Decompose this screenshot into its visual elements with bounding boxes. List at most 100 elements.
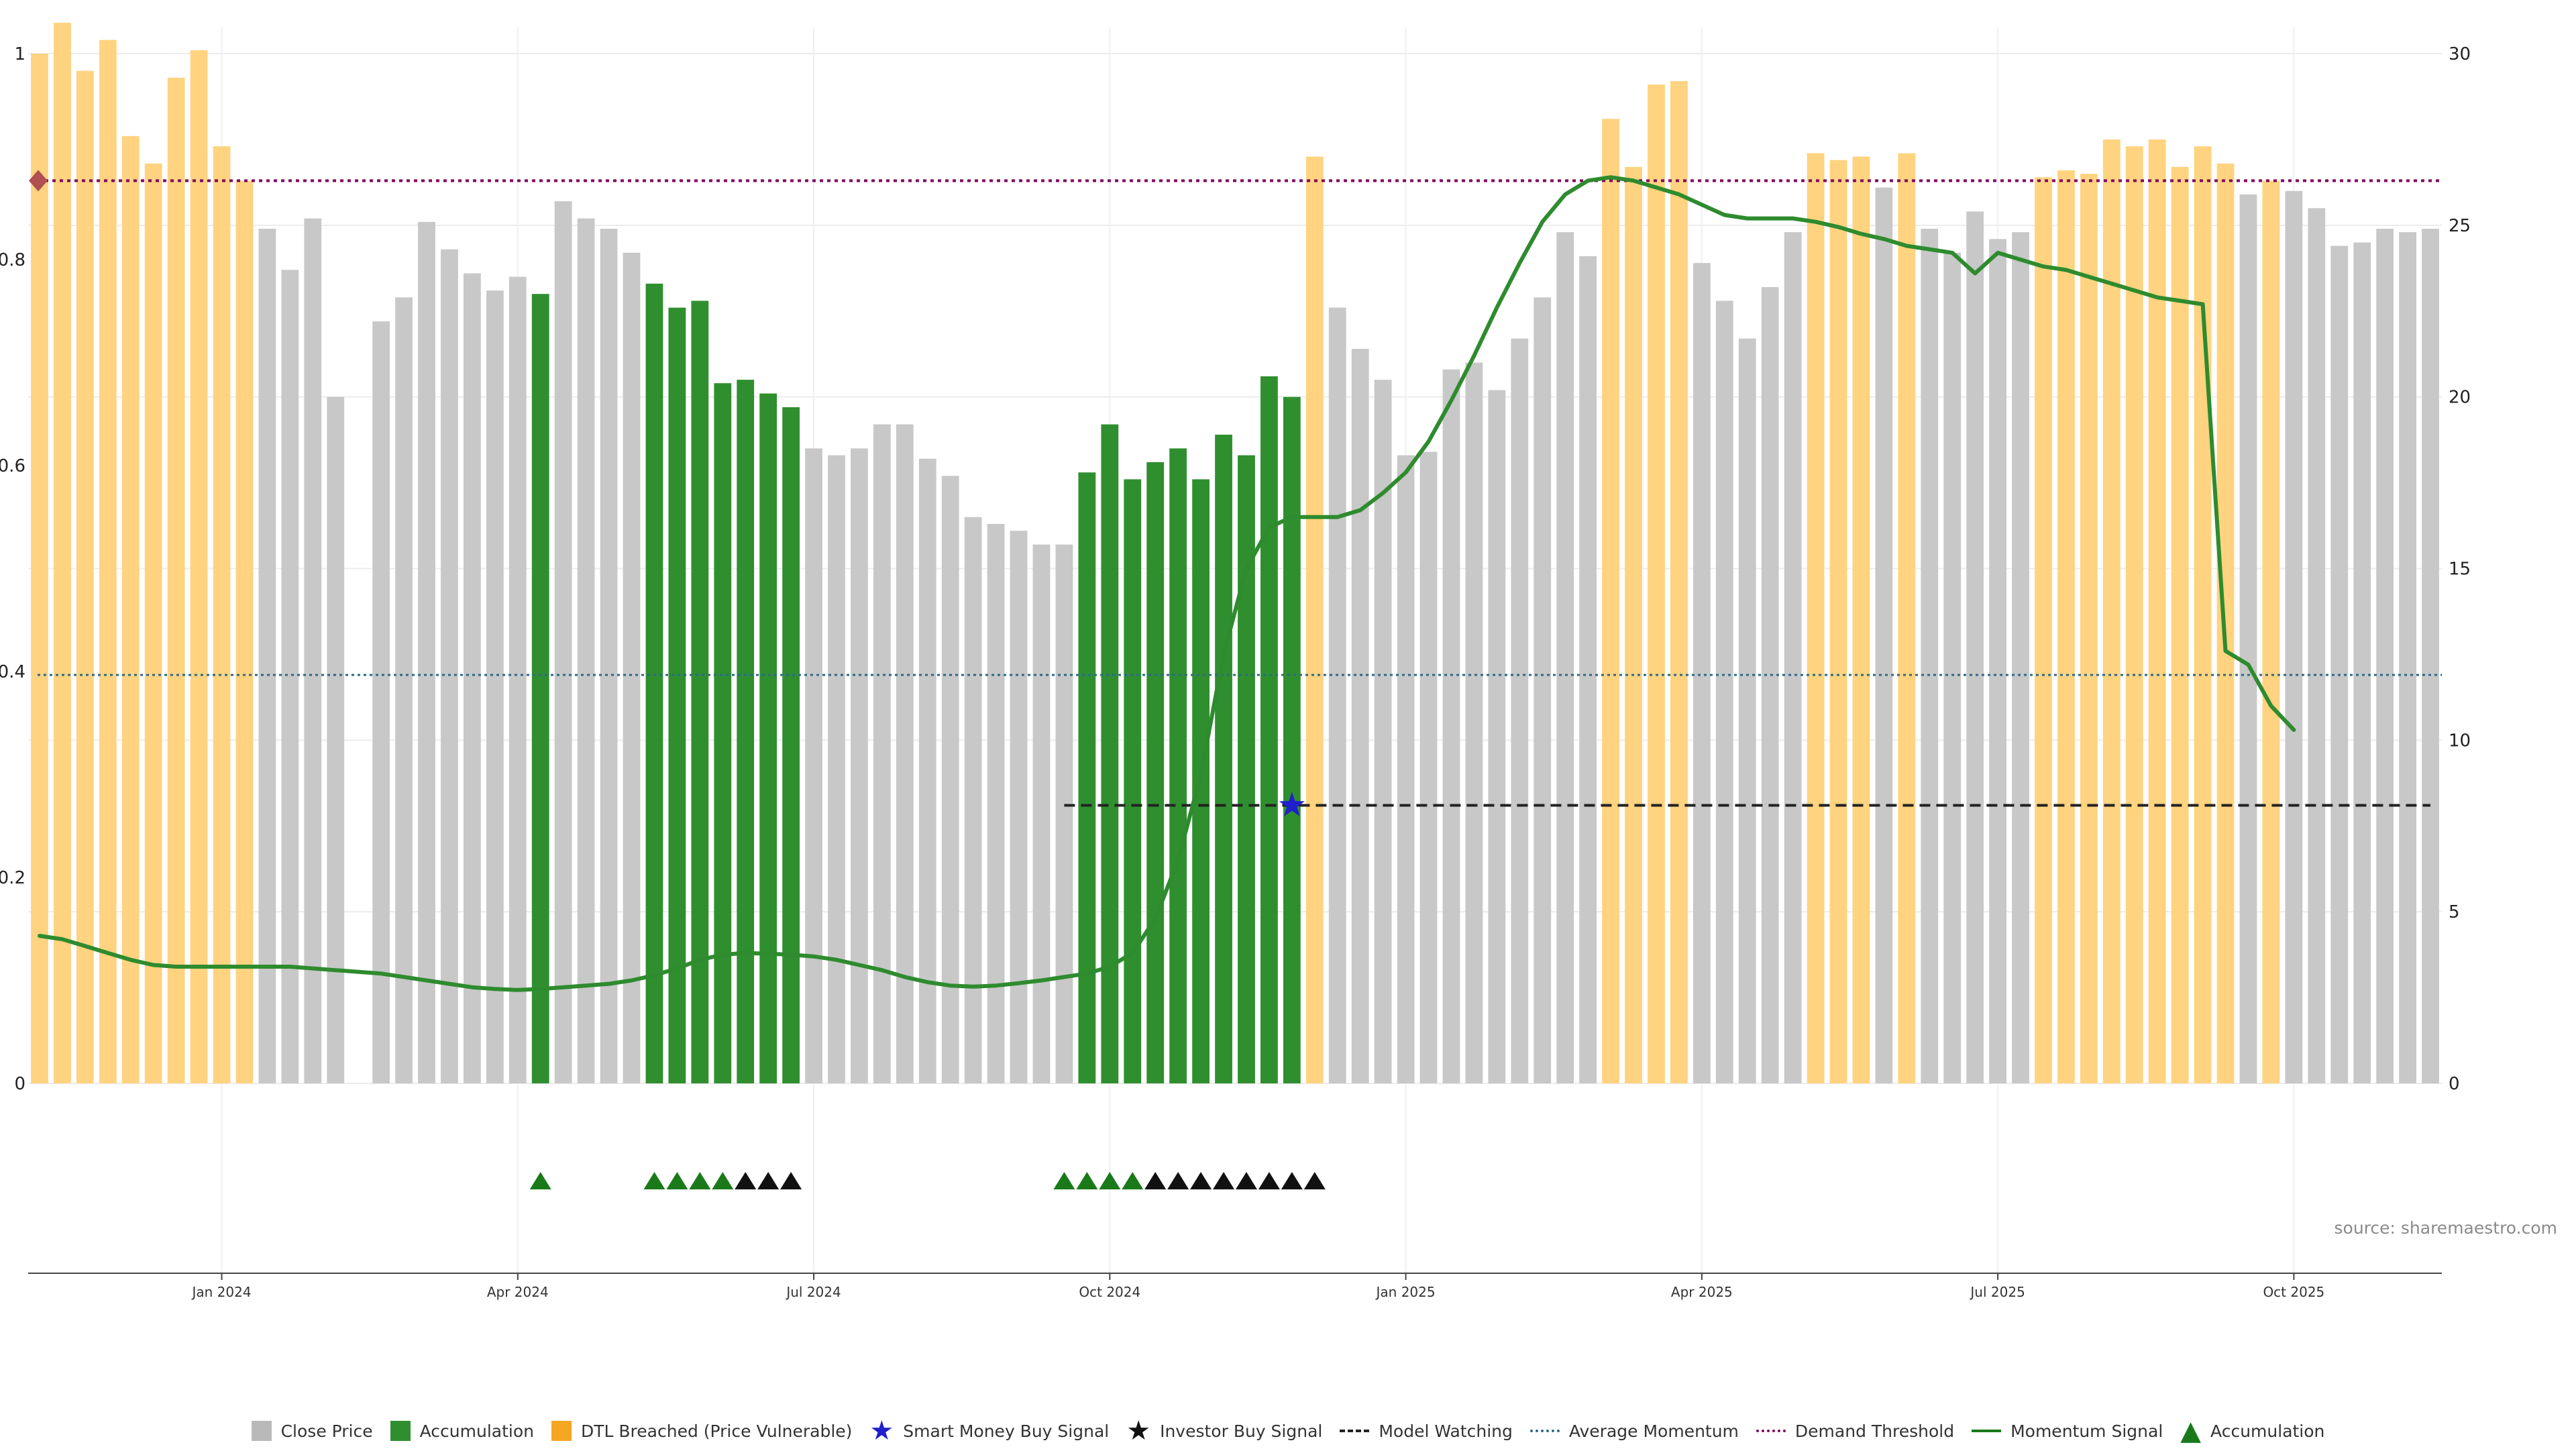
legend-item-dtl: DTL Breached (Price Vulnerable) xyxy=(551,1421,852,1441)
accumulation-triangle xyxy=(529,1172,551,1189)
green-triangle-icon: ▲ xyxy=(2180,1415,2202,1446)
bar-accumulation xyxy=(645,283,663,1084)
investor-triangle xyxy=(1235,1172,1257,1189)
investor-triangle xyxy=(780,1172,802,1189)
right-tick-label: 20 xyxy=(2449,388,2471,408)
bar-close xyxy=(1966,211,1984,1083)
bar-close xyxy=(2308,208,2326,1083)
bar-dtl xyxy=(2080,174,2098,1083)
bar-accumulation xyxy=(1101,424,1119,1083)
legend-label: Momentum Signal xyxy=(2010,1421,2163,1441)
accumulation-triangle xyxy=(666,1172,688,1189)
investor-triangle xyxy=(735,1172,757,1189)
bar-close xyxy=(1511,338,1529,1083)
gray-square-icon xyxy=(251,1421,272,1441)
bar-accumulation xyxy=(1238,455,1255,1083)
bar-dtl xyxy=(2125,146,2143,1083)
bar-dtl xyxy=(2102,139,2121,1084)
accumulation-triangle xyxy=(1099,1172,1121,1189)
bar-close xyxy=(1442,369,1460,1083)
x-tick-label: Jan 2025 xyxy=(1375,1284,1436,1300)
bar-dtl xyxy=(1807,153,1825,1084)
bar-close xyxy=(1055,544,1073,1083)
legend-item-accum_marker: ▲ Accumulation xyxy=(2180,1415,2324,1446)
accumulation-triangle xyxy=(689,1172,711,1189)
bar-close xyxy=(600,228,618,1084)
investor-triangle xyxy=(1213,1172,1235,1189)
left-tick-label: 0.4 xyxy=(0,662,25,682)
right-tick-label: 10 xyxy=(2449,731,2471,751)
x-tick-label: Jul 2024 xyxy=(785,1284,841,1300)
investor-triangle xyxy=(1167,1172,1189,1189)
bar-accumulation xyxy=(1215,434,1232,1083)
x-tick-label: Apr 2025 xyxy=(1671,1284,1733,1300)
bar-close xyxy=(281,270,299,1084)
bar-close xyxy=(1875,187,1893,1083)
legend-label: Demand Threshold xyxy=(1794,1421,1955,1441)
bar-close xyxy=(258,228,276,1084)
bar-accumulation xyxy=(1124,479,1142,1083)
legend-label: Model Watching xyxy=(1379,1421,1513,1441)
bar-close xyxy=(1328,307,1346,1084)
bar-dtl xyxy=(1648,85,1665,1083)
bar-close xyxy=(987,523,1005,1083)
bar-dtl xyxy=(1305,156,1324,1083)
investor-triangle xyxy=(1144,1172,1167,1189)
bar-accumulation xyxy=(782,407,800,1083)
start-diamond-marker xyxy=(28,170,48,192)
momentum-line xyxy=(38,175,2296,992)
legend-item-smart: ★ Smart Money Buy Signal xyxy=(869,1417,1109,1444)
left-tick-label: 1 xyxy=(14,44,25,64)
x-tick-label: Jan 2024 xyxy=(191,1284,251,1300)
bar-close xyxy=(1556,232,1574,1084)
bar-dtl xyxy=(2035,177,2052,1084)
bar-accumulation xyxy=(1146,462,1165,1083)
bar-dtl xyxy=(99,40,117,1084)
right-tick-label: 0 xyxy=(2449,1074,2460,1094)
bar-close xyxy=(1738,338,1756,1083)
bar-close xyxy=(2376,228,2394,1084)
bar-accumulation xyxy=(668,307,686,1084)
bar-dtl xyxy=(1625,166,1642,1084)
bar-close xyxy=(1465,362,1483,1083)
bar-close xyxy=(1989,239,2007,1083)
bar-dtl xyxy=(54,22,71,1084)
left-tick-label: 0 xyxy=(14,1074,25,1094)
legend: Close Price Accumulation DTL Breached (Pri… xyxy=(0,1415,2576,1446)
investor-triangle xyxy=(1258,1172,1280,1189)
bar-close xyxy=(918,458,936,1083)
black-star-icon: ★ xyxy=(1126,1415,1151,1446)
legend-label: Average Momentum xyxy=(1568,1421,1739,1441)
bar-dtl xyxy=(2057,170,2075,1083)
bar-close xyxy=(508,276,527,1083)
bar-dtl xyxy=(1898,153,1916,1084)
legend-item-close: Close Price xyxy=(251,1421,373,1441)
bar-accumulation xyxy=(1169,448,1187,1083)
legend-item-accumulation: Accumulation xyxy=(390,1421,534,1441)
accumulation-triangle xyxy=(1076,1172,1098,1189)
bar-close xyxy=(1032,544,1051,1083)
legend-item-demand: Demand Threshold xyxy=(1756,1421,1954,1441)
bar-close xyxy=(395,297,413,1083)
smart-money-star xyxy=(1279,792,1305,816)
dotted-blue-line-icon xyxy=(1529,1430,1560,1432)
bar-dtl xyxy=(2148,139,2166,1084)
bar-dtl xyxy=(76,70,94,1083)
bar-series xyxy=(31,22,2439,1084)
bar-accumulation xyxy=(1260,376,1278,1083)
bar-close xyxy=(1397,455,1415,1083)
bar-close xyxy=(851,448,868,1083)
bar-close xyxy=(1419,451,1438,1083)
legend-label: Accumulation xyxy=(419,1421,534,1441)
x-tick-label: Oct 2025 xyxy=(2263,1284,2324,1300)
legend-item-momentum: Momentum Signal xyxy=(1972,1421,2163,1441)
legend-label: DTL Breached (Price Vulnerable) xyxy=(581,1421,853,1441)
bar-close xyxy=(1010,531,1028,1083)
bar-dtl xyxy=(31,54,48,1083)
left-tick-label: 0.8 xyxy=(0,250,25,270)
bar-dtl xyxy=(144,163,162,1083)
bar-close xyxy=(486,290,504,1083)
bar-close xyxy=(372,321,390,1084)
gridlines xyxy=(28,27,2442,1273)
bar-close xyxy=(1351,349,1369,1083)
